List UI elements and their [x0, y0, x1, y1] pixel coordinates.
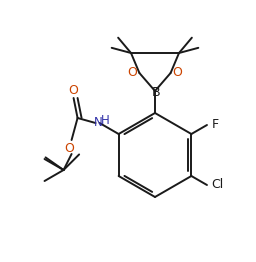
Text: O: O — [65, 141, 74, 155]
Text: O: O — [127, 67, 137, 79]
Text: B: B — [152, 85, 160, 99]
Text: O: O — [69, 85, 79, 97]
Text: H: H — [101, 113, 110, 127]
Text: Cl: Cl — [211, 178, 223, 192]
Text: F: F — [211, 118, 219, 132]
Text: N: N — [94, 116, 103, 128]
Text: O: O — [173, 67, 183, 79]
